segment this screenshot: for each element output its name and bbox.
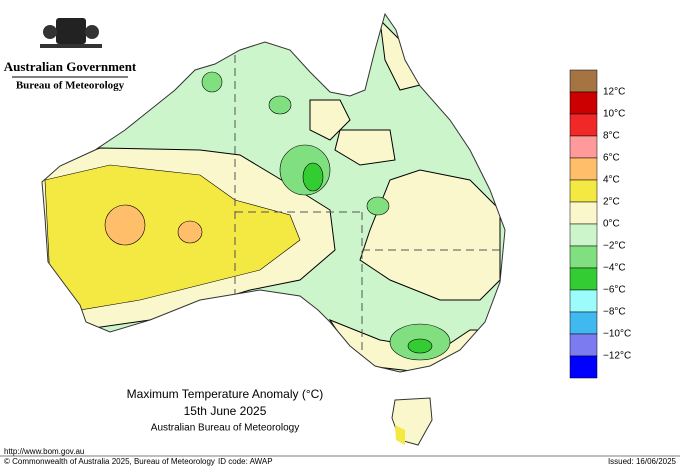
- legend-label: 2°C: [603, 197, 620, 208]
- legend-swatch: [569, 201, 598, 225]
- footer-copyright: © Commonwealth of Australia 2025, Bureau…: [4, 457, 215, 466]
- legend-swatch: [569, 311, 598, 335]
- crest: [40, 18, 102, 48]
- legend-swatch: [569, 355, 598, 379]
- legend-label: −2°C: [603, 241, 626, 252]
- legend-label: 0°C: [603, 219, 620, 230]
- legend-swatch: [569, 289, 598, 313]
- legend-label: −12°C: [603, 351, 631, 362]
- legend-swatch: [569, 135, 598, 159]
- footer-issued: Issued: 16/06/2025: [608, 457, 677, 466]
- legend: 12°C 10°C 8°C 6°C 4°C 2°C 0°C −2°C −4°C −6°C −8°C −…: [569, 69, 631, 379]
- tasmania-warm: [395, 425, 405, 445]
- footer-url: http://www.bom.gov.au: [4, 447, 84, 456]
- legend-label: 6°C: [603, 153, 620, 164]
- anomaly-map: [42, 14, 505, 372]
- legend-label: −4°C: [603, 263, 626, 274]
- legend-swatch: [569, 91, 598, 115]
- legend-swatch: [569, 333, 598, 357]
- legend-label: −10°C: [603, 329, 631, 340]
- footer-id: ID code: AWAP: [218, 457, 273, 466]
- legend-label: 4°C: [603, 175, 620, 186]
- map-title: Maximum Temperature Anomaly (°C): [127, 387, 324, 401]
- legend-label: −6°C: [603, 285, 626, 296]
- coastline: [41, 12, 506, 373]
- legend-swatch: [569, 179, 598, 203]
- legend-swatch: [569, 267, 598, 291]
- legend-swatch: [569, 113, 598, 137]
- legend-swatch: [569, 69, 598, 93]
- legend-label: 8°C: [603, 131, 620, 142]
- legend-swatch: [569, 223, 598, 247]
- map-source: Australian Bureau of Meteorology: [151, 423, 299, 434]
- legend-label: −8°C: [603, 307, 626, 318]
- agency-name: Bureau of Meteorology: [16, 80, 125, 92]
- legend-label: 10°C: [603, 109, 625, 120]
- legend-label: 12°C: [603, 87, 625, 98]
- map-date: 15th June 2025: [184, 404, 267, 418]
- legend-swatch: [569, 245, 598, 269]
- government-name: Australian Government: [4, 59, 137, 74]
- legend-swatch: [569, 157, 598, 181]
